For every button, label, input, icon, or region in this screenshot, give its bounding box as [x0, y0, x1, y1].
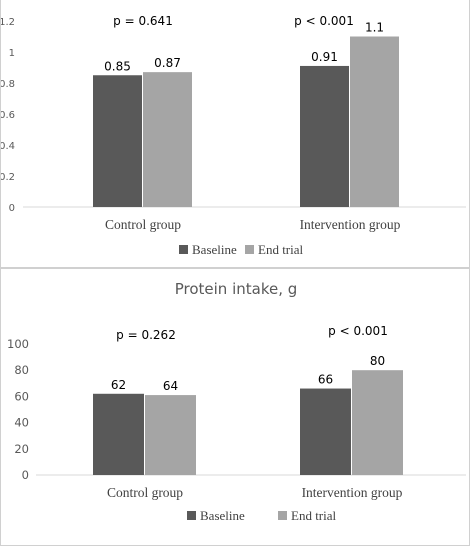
y-tick-label: 0	[9, 203, 15, 214]
bar-baseline-1	[300, 65, 349, 207]
chart-top-panel: 0 0.2 0.4 0.6 0.8 1 1.2 0.85 0.87 Control group p …	[0, 0, 470, 268]
y-tick-label: 0.4	[1, 141, 15, 152]
legend-label: End trial	[258, 242, 304, 257]
chart-title: Protein intake, g	[175, 280, 298, 298]
bar-baseline-0	[93, 75, 142, 207]
category-label: Intervention group	[302, 485, 403, 500]
data-label: 1.1	[365, 21, 384, 35]
bar-end-trial-1	[352, 370, 403, 475]
bar-end-trial-0	[145, 395, 196, 475]
p-value-annotation: p < 0.001	[294, 14, 354, 28]
data-label: 64	[163, 379, 178, 393]
p-value-annotation: p = 0.641	[113, 14, 173, 28]
y-tick-label: 0.6	[1, 110, 15, 121]
legend-label: Baseline	[192, 242, 237, 257]
y-tick-label: 60	[14, 389, 29, 403]
y-tick-label: 0.2	[1, 172, 15, 183]
bar-baseline-1	[300, 388, 351, 475]
legend-label: End trial	[291, 508, 337, 523]
legend-swatch-end-trial	[245, 245, 254, 254]
y-tick-label: 100	[7, 337, 29, 351]
y-tick-label: 40	[14, 416, 29, 430]
bar-end-trial-1	[350, 36, 399, 207]
data-label: 0.85	[104, 59, 131, 73]
category-label: Control group	[107, 485, 183, 500]
y-tick-label: 80	[14, 363, 29, 377]
y-tick-label: 0	[22, 468, 29, 482]
data-label: 66	[318, 373, 333, 387]
y-tick-label: 1	[9, 48, 15, 59]
p-value-annotation: p = 0.262	[116, 328, 176, 342]
data-label: 0.91	[311, 50, 338, 64]
data-label: 80	[370, 354, 385, 368]
y-tick-label: 1.2	[1, 17, 15, 28]
p-value-annotation: p < 0.001	[328, 324, 388, 338]
data-label: 0.87	[154, 56, 181, 70]
bar-baseline-0	[93, 393, 144, 475]
legend-label: Baseline	[200, 508, 245, 523]
legend-swatch-baseline	[187, 511, 196, 520]
chart-bottom-svg: Protein intake, g 0 20 40 60 80 100 62 64 Control…	[7, 280, 466, 523]
y-tick-label: 0.8	[1, 79, 15, 90]
legend-swatch-baseline	[179, 245, 188, 254]
bar-end-trial-0	[143, 72, 192, 208]
category-label: Control group	[105, 217, 181, 232]
category-label: Intervention group	[300, 217, 401, 232]
data-label: 62	[111, 378, 126, 392]
chart-top-svg: 0 0.2 0.4 0.6 0.8 1 1.2 0.85 0.87 Control group p …	[1, 14, 466, 257]
legend-swatch-end-trial	[278, 511, 287, 520]
chart-bottom-panel: Protein intake, g 0 20 40 60 80 100 62 64 Control…	[0, 268, 470, 546]
y-tick-label: 20	[14, 442, 29, 456]
